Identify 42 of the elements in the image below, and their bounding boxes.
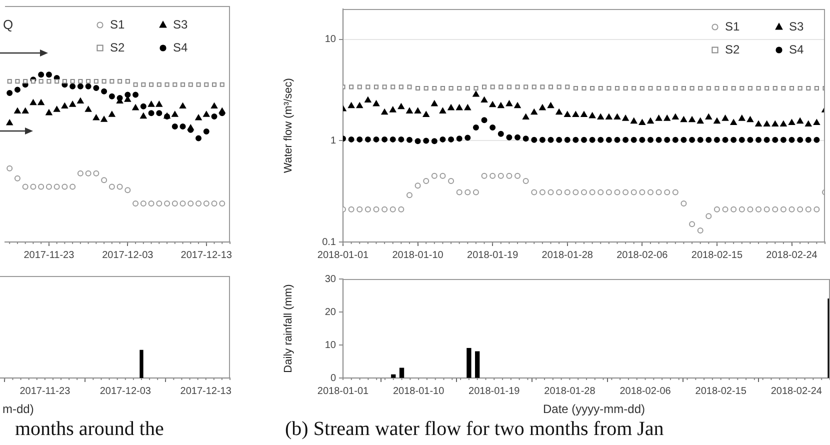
x-tick-label: 2018-02-15 (691, 250, 743, 261)
x-tick-label: 2017-11-23 (24, 250, 75, 261)
legend-label: S4 (789, 42, 804, 56)
legend-label: S1 (725, 19, 740, 34)
x-tick-label: 2018-01-28 (542, 250, 594, 261)
y-tick-label: 1 (330, 135, 336, 146)
legend-label: S3 (173, 17, 188, 32)
legend-label: S2 (725, 42, 740, 56)
legend-label: S2 (110, 40, 126, 54)
legend-label: S4 (173, 40, 188, 54)
x-tick-label: 2018-01-19 (468, 386, 520, 397)
x-tick-label: 2017-12-03 (100, 386, 152, 397)
x-axis-title: Date (yyyy-mm-dd) (543, 402, 646, 416)
y-tick-label: 30 (324, 274, 336, 285)
x-tick-label: 2018-02-06 (616, 250, 668, 261)
y-tick-label: 0 (330, 372, 336, 384)
x-tick-label: 2018-02-15 (695, 386, 747, 397)
y-tick-label: 10 (324, 340, 336, 351)
x-tick-label: 2017-12-13 (180, 386, 232, 397)
y-tick-label: 10 (324, 34, 336, 46)
x-tick-label: 2018-01-10 (392, 250, 444, 261)
text: (b) Stream water flow for two months from Jan (285, 418, 664, 441)
x-tick-label: 2018-01-01 (317, 250, 370, 261)
text: months around the (15, 418, 164, 441)
x-tick-label: 2018-02-06 (620, 386, 672, 397)
x-tick-label: 2018-02-24 (770, 386, 822, 397)
legend-label: S3 (789, 19, 804, 34)
x-tick-label: 2018-01-19 (467, 250, 519, 261)
x-tick-label: 2018-01-01 (317, 386, 370, 397)
y-axis-title: Water flow (m³/sec) (282, 78, 295, 173)
legend-label: S1 (110, 17, 126, 32)
y-axis-title: Daily rainfall (mm) (282, 284, 295, 373)
x-tick-label: 2018-02-24 (766, 250, 818, 261)
x-tick-label: 2017-12-03 (102, 250, 154, 261)
x-axis-title: m-dd) (2, 402, 34, 416)
x-tick-label: 2017-12-13 (180, 250, 232, 261)
x-tick-label: 2017-11-23 (20, 386, 71, 397)
text: Q (3, 17, 14, 32)
x-tick-label: 2018-01-10 (392, 386, 445, 397)
x-tick-label: 2018-01-28 (544, 386, 596, 397)
y-tick-label: 20 (324, 306, 336, 318)
y-tick-label: 0.1 (322, 236, 336, 248)
